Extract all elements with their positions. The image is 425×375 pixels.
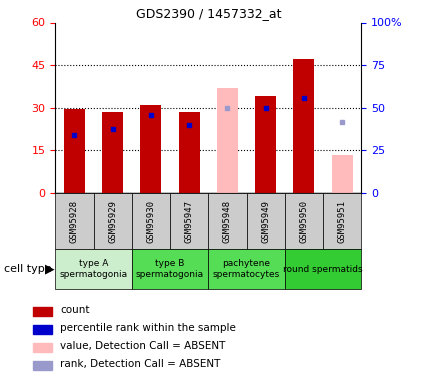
Text: ▶: ▶ xyxy=(45,262,54,276)
Bar xyxy=(217,88,238,193)
Bar xyxy=(132,193,170,249)
Bar xyxy=(55,249,132,289)
Text: GSM95947: GSM95947 xyxy=(184,200,194,243)
Text: GSM95951: GSM95951 xyxy=(337,200,347,243)
Text: value, Detection Call = ABSENT: value, Detection Call = ABSENT xyxy=(60,341,225,351)
Bar xyxy=(208,249,285,289)
Bar xyxy=(293,60,314,193)
Bar xyxy=(285,193,323,249)
Bar xyxy=(246,193,285,249)
Text: percentile rank within the sample: percentile rank within the sample xyxy=(60,323,236,333)
Bar xyxy=(64,109,85,193)
Text: pachytene
spermatocytes: pachytene spermatocytes xyxy=(213,260,280,279)
Text: GSM95929: GSM95929 xyxy=(108,200,117,243)
Bar xyxy=(170,193,208,249)
Bar xyxy=(102,112,123,193)
Text: round spermatids: round spermatids xyxy=(283,265,363,274)
Bar xyxy=(132,249,208,289)
Bar xyxy=(55,193,94,249)
Text: rank, Detection Call = ABSENT: rank, Detection Call = ABSENT xyxy=(60,359,220,369)
Text: cell type: cell type xyxy=(4,264,52,274)
Text: GSM95950: GSM95950 xyxy=(299,200,309,243)
Text: type A
spermatogonia: type A spermatogonia xyxy=(60,260,128,279)
Bar xyxy=(94,193,132,249)
Bar xyxy=(255,96,276,193)
Bar xyxy=(33,325,52,334)
Text: GSM95928: GSM95928 xyxy=(70,200,79,243)
Bar xyxy=(178,112,200,193)
Text: count: count xyxy=(60,305,89,315)
Bar xyxy=(140,105,162,193)
Bar xyxy=(33,361,52,370)
Bar xyxy=(33,343,52,352)
Text: GSM95930: GSM95930 xyxy=(146,200,156,243)
Bar xyxy=(33,307,52,316)
Bar xyxy=(323,193,361,249)
Text: type B
spermatogonia: type B spermatogonia xyxy=(136,260,204,279)
Title: GDS2390 / 1457332_at: GDS2390 / 1457332_at xyxy=(136,7,281,20)
Text: GSM95948: GSM95948 xyxy=(223,200,232,243)
Text: GSM95949: GSM95949 xyxy=(261,200,270,243)
Bar xyxy=(208,193,246,249)
Bar xyxy=(285,249,361,289)
Bar xyxy=(332,155,353,193)
